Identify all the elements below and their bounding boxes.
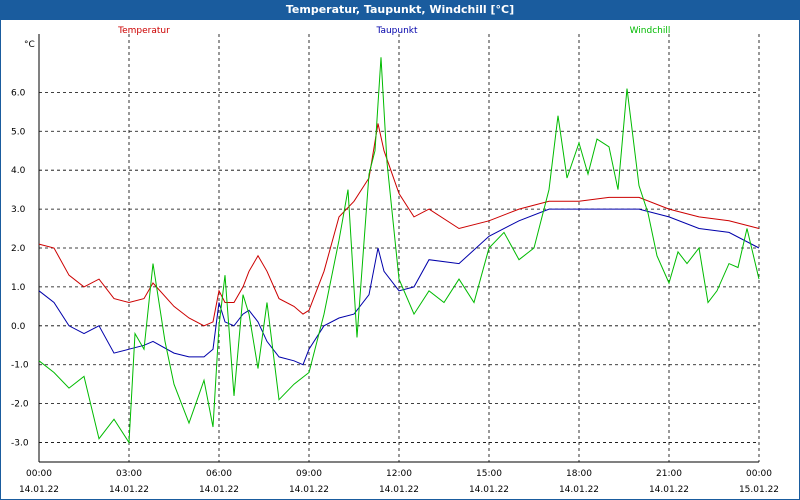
x-tick-time: 15:00 <box>476 469 502 479</box>
y-tick-label: -1.0 <box>11 361 29 371</box>
y-tick-label: 5.0 <box>11 127 26 137</box>
x-tick-time: 06:00 <box>206 469 232 479</box>
y-tick-label: 2.0 <box>11 244 26 254</box>
y-tick-label: 0.0 <box>11 322 26 332</box>
x-tick-date: 14.01.22 <box>469 485 509 495</box>
axis-labels: -3.0 -2.0 -1.0 0.0 1.0 2.0 3.0 4.0 5.0 6.0 °C 00:00… <box>11 40 779 495</box>
y-tick-label: 1.0 <box>11 283 26 293</box>
x-tick-time: 09:00 <box>296 469 322 479</box>
x-tick-time: 03:00 <box>116 469 142 479</box>
x-tick-time: 21:00 <box>656 469 682 479</box>
y-tick-label: 6.0 <box>11 88 26 98</box>
y-tick-label: 4.0 <box>11 166 26 176</box>
x-tick-date: 14.01.22 <box>199 485 239 495</box>
x-tick-time: 00:00 <box>26 469 52 479</box>
x-tick-time: 00:00 <box>746 469 772 479</box>
x-tick-date: 14.01.22 <box>649 485 689 495</box>
series-line-temperatur <box>38 123 760 327</box>
legend-temperatur: Temperatur <box>117 26 170 36</box>
grid <box>38 34 760 463</box>
x-tick-date: 14.01.22 <box>289 485 329 495</box>
y-axis-unit: °C <box>24 40 35 50</box>
x-tick-date: 14.01.22 <box>559 485 599 495</box>
series-line-windchill <box>38 57 760 445</box>
legend-windchill: Windchill <box>630 26 671 36</box>
x-tick-date: 15.01.22 <box>739 485 779 495</box>
legend-taupunkt: Taupunkt <box>375 26 418 36</box>
chart-title: Temperatur, Taupunkt, Windchill [°C] <box>0 0 800 19</box>
y-tick-label: -3.0 <box>11 439 29 449</box>
x-tick-time: 12:00 <box>386 469 412 479</box>
y-tick-label: 3.0 <box>11 205 26 215</box>
series-lines <box>38 57 760 445</box>
x-tick-date: 14.01.22 <box>19 485 59 495</box>
x-tick-date: 14.01.22 <box>109 485 149 495</box>
y-tick-label: -2.0 <box>11 400 29 410</box>
legend: Temperatur Taupunkt Windchill <box>117 26 670 36</box>
x-tick-date: 14.01.22 <box>379 485 419 495</box>
x-tick-time: 18:00 <box>566 469 592 479</box>
